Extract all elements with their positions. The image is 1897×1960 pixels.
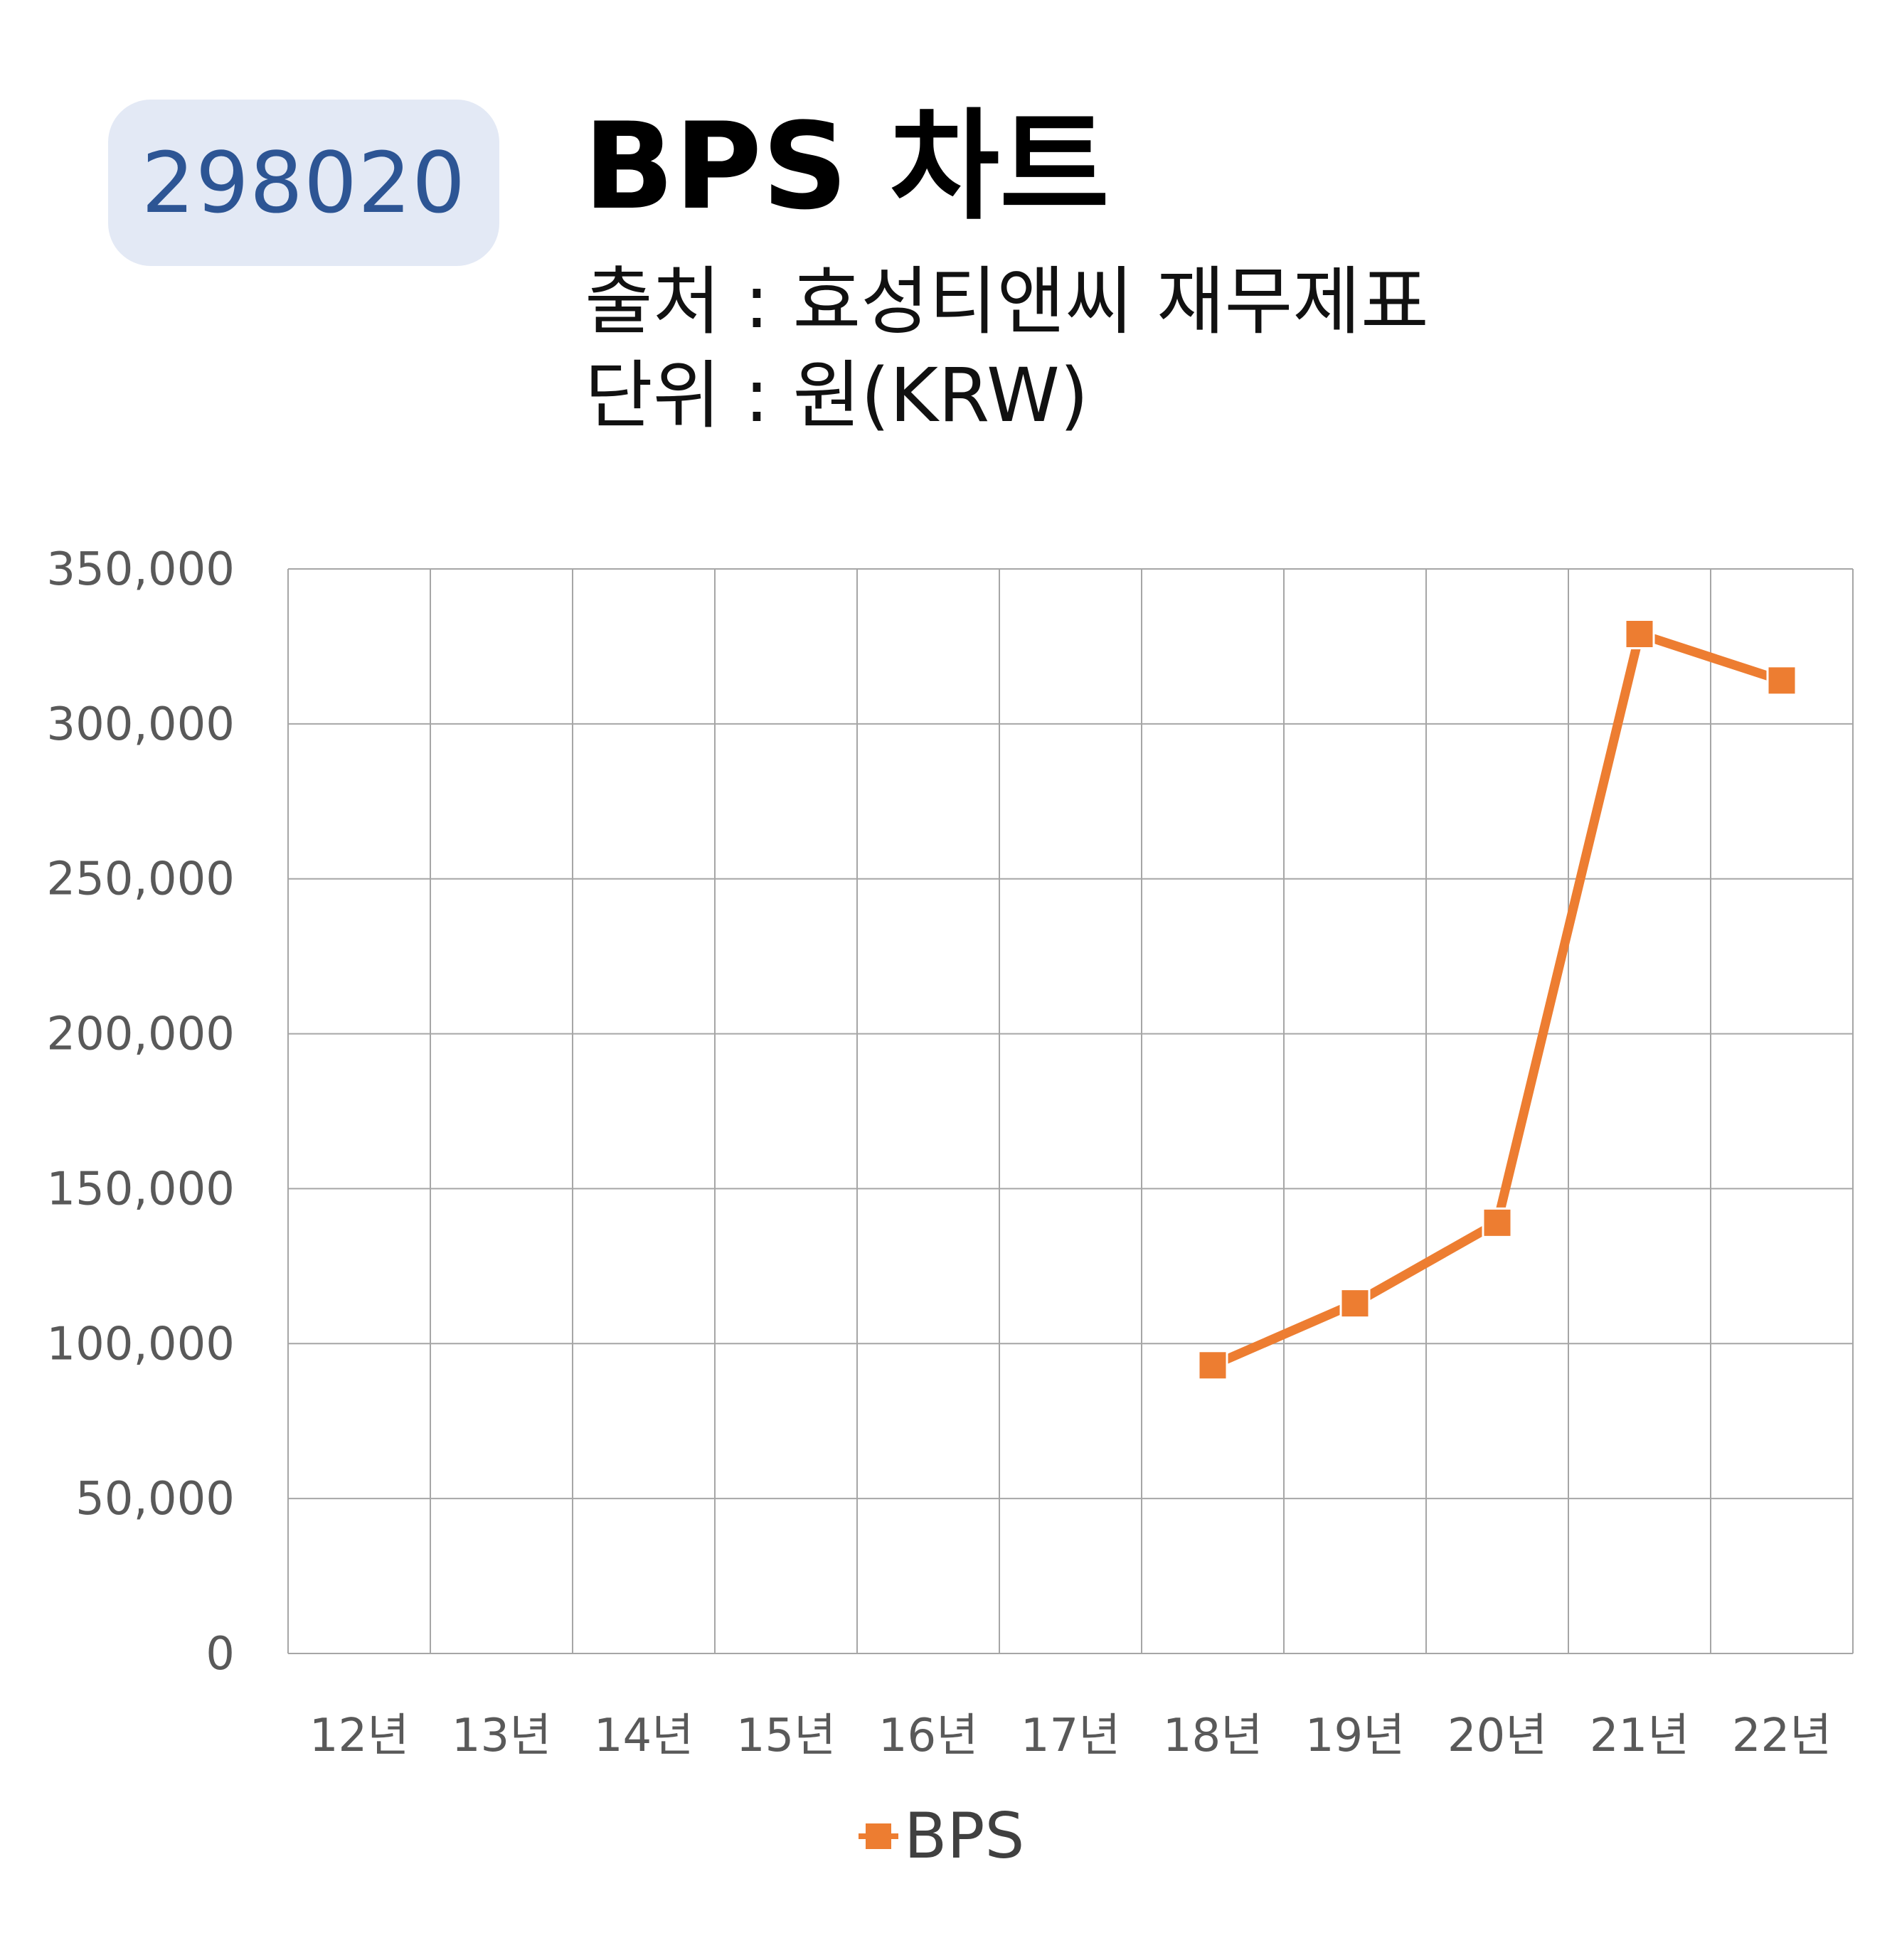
legend: BPS — [859, 1799, 1024, 1873]
y-axis-ticks: 0 50,000 100,000 150,000 200,000 250,000 300,0… — [46, 543, 235, 1681]
y-tick-label: 350,000 — [46, 543, 235, 596]
data-point-marker — [1339, 1288, 1371, 1319]
y-tick-label: 100,000 — [46, 1318, 235, 1370]
y-tick-label: 150,000 — [46, 1163, 235, 1215]
legend-marker — [866, 1823, 891, 1849]
source-text: 출처 : 효성티앤씨 재무제표 — [585, 258, 1429, 345]
x-tick-label: 18년 — [1163, 1710, 1263, 1762]
y-tick-label: 200,000 — [46, 1008, 235, 1061]
chart-title: BPS 차트 — [583, 97, 1110, 236]
data-point-marker — [1197, 1350, 1228, 1381]
stock-code: 298020 — [141, 134, 467, 232]
y-tick-label: 300,000 — [46, 698, 235, 751]
series-bps — [1197, 619, 1797, 1381]
x-tick-label: 16년 — [878, 1710, 978, 1762]
y-tick-label: 0 — [206, 1628, 235, 1681]
y-tick-label: 50,000 — [75, 1473, 235, 1525]
grid — [287, 568, 1854, 1654]
x-tick-label: 21년 — [1590, 1710, 1689, 1762]
legend-label: BPS — [904, 1799, 1024, 1873]
data-point-marker — [1624, 619, 1655, 649]
data-point-marker — [1482, 1207, 1513, 1238]
data-point-marker — [1766, 665, 1797, 696]
x-axis-ticks: 12년 13년 14년 15년 16년 17년 18년 19년 20년 21년 22년 — [309, 1710, 1832, 1762]
x-tick-label: 22년 — [1732, 1710, 1832, 1762]
x-tick-label: 14년 — [594, 1710, 694, 1762]
y-tick-label: 250,000 — [46, 853, 235, 906]
x-tick-label: 12년 — [309, 1710, 409, 1762]
series-line-bps — [1208, 629, 1787, 1370]
x-tick-label: 20년 — [1447, 1710, 1547, 1762]
x-tick-label: 15년 — [736, 1710, 836, 1762]
stock-code-badge: 298020 — [108, 100, 499, 266]
x-tick-label: 17년 — [1021, 1710, 1120, 1762]
x-tick-label: 13년 — [452, 1710, 551, 1762]
unit-text: 단위 : 원(KRW) — [585, 352, 1089, 439]
x-tick-label: 19년 — [1305, 1710, 1405, 1762]
